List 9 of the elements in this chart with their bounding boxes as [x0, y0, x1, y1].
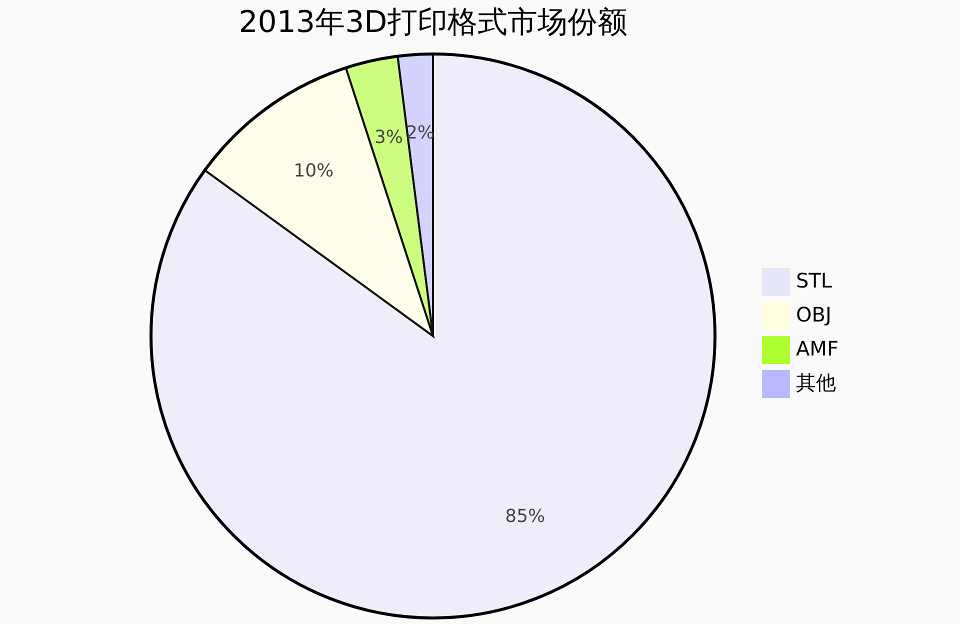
chart-title: 2013年3D打印格式市场份额 — [238, 5, 628, 40]
data-label: 3% — [374, 126, 403, 148]
pie-slice — [204, 66, 434, 337]
legend-label: 其他 — [796, 370, 836, 394]
legend-label: STL — [796, 268, 833, 292]
data-label: 85% — [505, 506, 546, 527]
legend-label: OBJ — [796, 302, 832, 326]
data-label: 10% — [294, 160, 334, 182]
legend-label: AMF — [796, 336, 838, 360]
